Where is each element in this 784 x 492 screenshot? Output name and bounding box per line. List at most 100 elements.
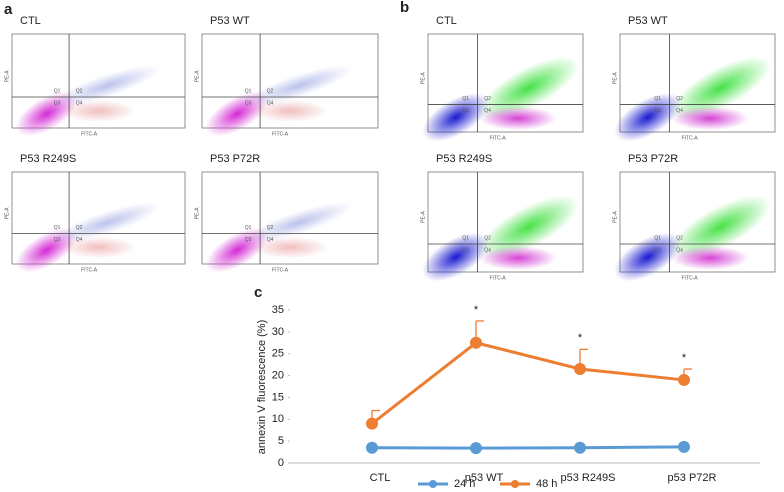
quadrant-label: Q4 [676,247,683,253]
data-point [366,441,378,454]
density [614,93,682,142]
quadrant-label: Q4 [267,100,274,106]
density [479,106,557,131]
x-tick-label: p53 P72R [668,472,717,484]
quadrant-label: Q3 [654,247,661,253]
quadrant-label: Q3 [245,100,252,106]
quadrant-label: Q1 [654,96,661,102]
legend-label: 24 h [454,478,475,490]
quadrant-label: Q1 [654,235,661,241]
quadrant-label: Q2 [76,88,83,94]
plot-title: CTL [20,15,41,27]
quadrant-label: Q3 [245,237,252,243]
plot-title: P53 WT [210,15,250,27]
plot-title: P53 R249S [436,153,492,165]
y-tick-label: 30 [272,326,284,338]
quadrant-label: Q3 [654,108,661,114]
quadrant-label: Q1 [462,96,469,102]
quadrant-label: Q4 [76,100,83,106]
data-point [678,373,690,386]
density [60,99,137,123]
quadrant-label: Q2 [267,225,274,231]
quadrant-label: Q2 [484,235,491,241]
y-axis-label: PE-A [612,72,618,84]
panel-label: b [400,0,409,16]
quadrant-label: Q3 [462,247,469,253]
x-axis-label: FITC-A [682,135,699,141]
quadrant-label: Q4 [267,237,274,243]
x-tick-label: p53 WT [465,472,504,484]
x-axis-label: FITC-A [81,267,98,273]
density [670,56,771,120]
density [251,99,329,123]
quadrant-label: Q2 [484,96,491,102]
density [245,202,353,243]
plot-title: CTL [436,15,457,27]
y-tick-label: 10 [272,413,284,425]
density [614,232,682,282]
y-axis-label: PE-A [4,207,10,219]
significance-mark: * [682,352,687,364]
y-tick-label: 25 [272,348,284,360]
x-tick-label: CTL [370,472,391,484]
density [671,106,749,131]
density [478,195,579,259]
density [245,65,353,107]
quadrant-label: Q1 [245,88,252,94]
density [478,56,579,120]
quadrant-label: Q1 [54,225,61,231]
quadrant-label: Q3 [462,108,469,114]
y-axis-label: PE-A [194,70,200,82]
y-axis-label: PE-A [612,211,618,223]
y-tick-label: 5 [278,435,284,447]
quadrant-label: Q4 [484,247,491,253]
x-axis-label: FITC-A [272,267,289,273]
significance-mark: * [474,304,479,316]
x-axis-label: FITC-A [682,275,699,281]
y-tick-label: 0 [278,457,284,469]
density [54,65,160,106]
y-tick-label: 35 [272,304,284,316]
quadrant-label: Q2 [76,225,83,231]
y-axis-label: PE-A [420,72,426,84]
legend-swatch [511,480,519,488]
density [479,246,557,270]
data-point [470,442,482,455]
density [60,236,137,259]
y-tick-label: 15 [272,391,284,403]
series-line [371,445,685,450]
quadrant-label: Q2 [676,96,683,102]
y-tick-label: 20 [272,369,284,381]
quadrant-label: Q4 [76,237,83,243]
data-point [366,417,378,430]
x-axis-label: FITC-A [272,131,289,137]
quadrant-label: Q2 [676,235,683,241]
plot-title: P53 R249S [20,153,76,165]
quadrant-label: Q3 [54,100,61,106]
x-axis-label: FITC-A [81,131,98,137]
density [670,195,771,259]
quadrant-label: Q4 [484,108,491,114]
panel-label: a [4,1,13,18]
data-point [574,363,586,376]
x-axis-label: FITC-A [490,275,507,281]
quadrant-label: Q1 [462,235,469,241]
density [422,232,490,282]
quadrant-label: Q1 [54,88,61,94]
panel-label: c [254,284,262,301]
quadrant-label: Q3 [54,237,61,243]
density [251,236,329,259]
quadrant-label: Q2 [267,88,274,94]
x-tick-label: p53 R249S [560,472,615,484]
y-axis-label: PE-A [420,211,426,223]
density [422,93,490,142]
density [671,246,749,270]
data-point [678,440,690,453]
plot-title: P53 WT [628,15,668,27]
quadrant-label: Q4 [676,108,683,114]
plot-title: P53 P72R [628,153,678,165]
y-axis-label: PE-A [4,70,10,82]
series-line [371,341,685,425]
legend-label: 48 h [536,478,557,490]
data-point [574,441,586,454]
